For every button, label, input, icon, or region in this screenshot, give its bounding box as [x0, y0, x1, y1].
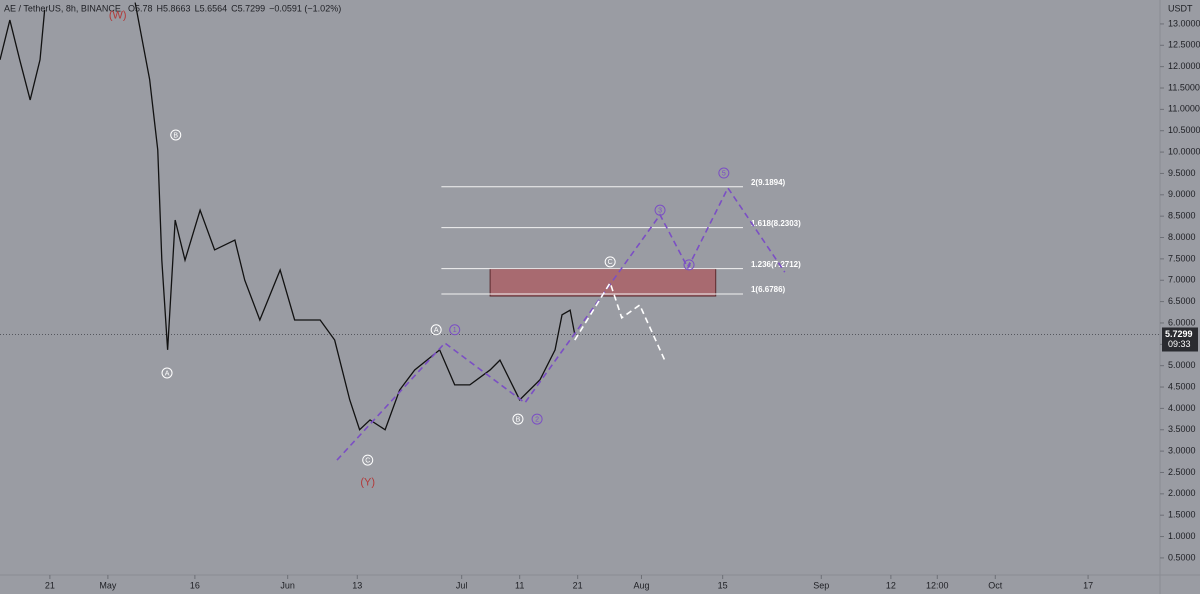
- y-tick-label: 7.0000: [1168, 275, 1196, 285]
- y-tick-label: 3.5000: [1168, 424, 1196, 434]
- y-tick-label: 13.0000: [1168, 18, 1200, 28]
- x-tick-label: Jul: [456, 580, 468, 590]
- y-tick-label: 10.5000: [1168, 125, 1200, 135]
- y-tick-label: 8.5000: [1168, 211, 1196, 221]
- fib-label: 2(9.1894): [751, 178, 786, 187]
- wave-label: A: [165, 370, 170, 377]
- x-tick-label: Oct: [988, 580, 1003, 590]
- wave-label: 1: [453, 327, 457, 334]
- wave-circle: [604, 256, 616, 268]
- ohlc-value: −0.0591 (−1.02%): [269, 3, 341, 13]
- x-tick-label: 12:00: [926, 580, 949, 590]
- y-tick-label: 9.5000: [1168, 168, 1196, 178]
- y-tick-label: 3.0000: [1168, 445, 1196, 455]
- x-tick-label: Sep: [813, 580, 829, 590]
- wave-label: 3: [658, 208, 662, 215]
- wave-circle: [170, 129, 182, 141]
- wave-label: B: [173, 132, 178, 139]
- price-line: [0, 2, 576, 431]
- last-price-label: 5.7299: [1165, 329, 1193, 339]
- y-tick-label: 11.0000: [1168, 104, 1200, 114]
- y-tick-label: 6.5000: [1168, 296, 1196, 306]
- y-tick-label: 9.0000: [1168, 189, 1196, 199]
- y-tick-label: 10.0000: [1168, 146, 1200, 156]
- y-tick-label: 12.0000: [1168, 61, 1200, 71]
- ohlc-value: L5.6564: [195, 3, 228, 13]
- wave-label: B: [516, 416, 521, 423]
- x-tick-label: 16: [190, 580, 200, 590]
- currency: USDT: [1168, 3, 1193, 13]
- x-tick-label: May: [99, 580, 117, 590]
- target-zone: [489, 268, 717, 297]
- wave-label: 2: [535, 416, 539, 423]
- y-tick-label: 12.5000: [1168, 40, 1200, 50]
- y-tick-label: 4.0000: [1168, 403, 1196, 413]
- x-tick-label: 13: [352, 580, 362, 590]
- last-price-box: [1162, 327, 1198, 352]
- fib-label: 1(6.6786): [751, 285, 786, 294]
- y-tick-label: 7.5000: [1168, 253, 1196, 263]
- fib-label: 1.236(7.2712): [751, 260, 801, 269]
- fib-label: 1.618(8.2303): [751, 219, 801, 228]
- countdown: 09:33: [1168, 339, 1191, 349]
- wave-label: (Y): [360, 476, 375, 488]
- x-tick-label: 12: [886, 580, 896, 590]
- wave-label: 5: [722, 170, 726, 177]
- y-tick-label: 6.0000: [1168, 317, 1196, 327]
- y-tick-label: 5.0000: [1168, 360, 1196, 370]
- wave-circle: [161, 367, 173, 379]
- ohlc-value: H5.8663: [157, 3, 191, 13]
- symbol-title: AE / TetherUS, 8h, BINANCE: [4, 3, 121, 13]
- ohlc-value: O5.78: [128, 3, 153, 13]
- wave-label: C: [365, 457, 370, 464]
- wave-circle: [718, 167, 730, 179]
- x-tick-label: 11: [515, 580, 524, 590]
- wave-circle: [430, 324, 442, 336]
- x-tick-label: Aug: [633, 580, 649, 590]
- y-tick-label: 0.5000: [1168, 552, 1196, 562]
- x-tick-label: 15: [718, 580, 728, 590]
- wave-label: C: [608, 259, 613, 266]
- y-tick-label: 11.5000: [1168, 82, 1200, 92]
- wave-circle: [531, 413, 543, 425]
- wave-label: (W): [109, 9, 127, 21]
- wave-circle: [654, 204, 666, 216]
- ohlc-value: C5.7299: [231, 3, 265, 13]
- wave-circle: [362, 454, 374, 466]
- x-tick-label: Jun: [280, 580, 295, 590]
- y-tick-label: 2.5000: [1168, 467, 1196, 477]
- wave-circle: [512, 413, 524, 425]
- y-tick-label: 8.0000: [1168, 232, 1196, 242]
- projection-path: [574, 280, 666, 361]
- wave-circle: [683, 259, 695, 271]
- wave-label: A: [434, 327, 439, 334]
- y-tick-label: 1.5000: [1168, 510, 1196, 520]
- wave-label: 4: [687, 262, 691, 269]
- wave-circle: [449, 324, 461, 336]
- y-tick-label: 1.0000: [1168, 531, 1196, 541]
- x-tick-label: 21: [45, 580, 55, 590]
- x-tick-label: 17: [1083, 580, 1093, 590]
- y-tick-label: 2.0000: [1168, 488, 1196, 498]
- y-tick-label: 4.5000: [1168, 381, 1196, 391]
- x-tick-label: 21: [573, 580, 583, 590]
